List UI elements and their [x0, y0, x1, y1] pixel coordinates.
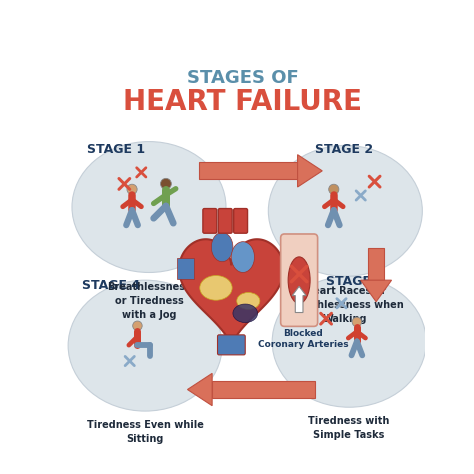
Ellipse shape — [237, 292, 260, 310]
Circle shape — [328, 184, 339, 194]
Ellipse shape — [68, 280, 222, 411]
Text: STAGE 3: STAGE 3 — [326, 275, 384, 288]
Circle shape — [127, 184, 137, 194]
Polygon shape — [298, 155, 322, 187]
Bar — [212, 381, 315, 398]
Text: Blocked
Coronary Arteries: Blocked Coronary Arteries — [258, 328, 348, 349]
Ellipse shape — [200, 275, 232, 300]
Bar — [199, 163, 298, 179]
Polygon shape — [179, 239, 283, 348]
Ellipse shape — [211, 232, 233, 262]
FancyBboxPatch shape — [218, 335, 245, 355]
Ellipse shape — [233, 304, 257, 322]
Text: STAGE 4: STAGE 4 — [82, 279, 140, 292]
Ellipse shape — [272, 276, 426, 407]
FancyArrow shape — [177, 258, 194, 279]
FancyBboxPatch shape — [219, 209, 232, 233]
Circle shape — [161, 178, 171, 189]
FancyBboxPatch shape — [203, 209, 217, 233]
FancyBboxPatch shape — [234, 209, 247, 233]
Ellipse shape — [268, 146, 422, 276]
Text: Heart Races or
Breathlessness when
Walking: Heart Races or Breathlessness when Walki… — [287, 285, 404, 324]
FancyArrow shape — [292, 286, 306, 312]
Ellipse shape — [288, 257, 310, 303]
Bar — [368, 248, 384, 280]
Circle shape — [133, 321, 142, 330]
Text: STAGE 1: STAGE 1 — [87, 143, 146, 156]
Text: STAGE 2: STAGE 2 — [315, 143, 373, 156]
Ellipse shape — [231, 242, 255, 273]
Text: Breathlessness
or Tiredness
with a Jog: Breathlessness or Tiredness with a Jog — [107, 282, 191, 320]
Text: Tiredness Even while
Sitting: Tiredness Even while Sitting — [87, 420, 203, 444]
Text: HEART FAILURE: HEART FAILURE — [123, 88, 363, 116]
Text: STAGES OF: STAGES OF — [187, 69, 299, 87]
Ellipse shape — [72, 142, 226, 273]
Polygon shape — [188, 374, 212, 406]
Polygon shape — [361, 280, 392, 302]
FancyBboxPatch shape — [281, 234, 318, 327]
Text: Tiredness with
Simple Tasks: Tiredness with Simple Tasks — [309, 417, 390, 440]
Circle shape — [352, 317, 362, 327]
